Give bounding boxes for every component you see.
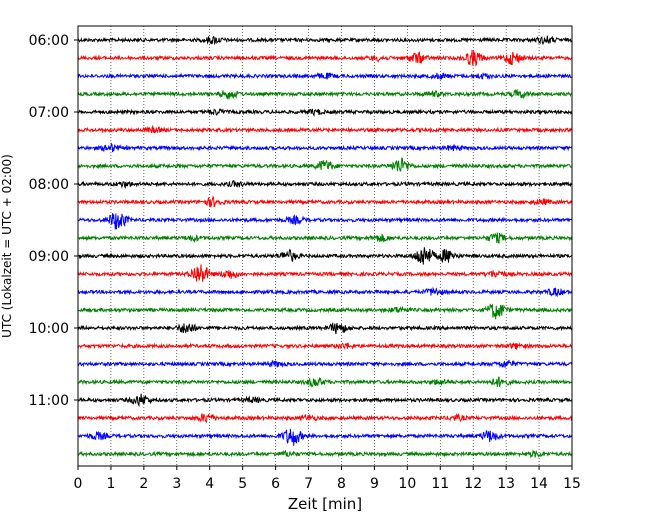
x-tick-label: 5 (238, 476, 247, 492)
plot-area-frame (77, 25, 573, 467)
seismic-trace (77, 449, 573, 459)
y-tick-label: 11:00 (29, 393, 69, 409)
y-tick-label: 08:00 (29, 177, 69, 193)
x-tick-label: 3 (172, 476, 181, 492)
seismic-trace (77, 303, 573, 320)
seismic-trace (77, 322, 573, 335)
y-tick-label: 10:00 (29, 321, 69, 337)
seismic-trace (77, 428, 573, 446)
seismic-trace (77, 35, 573, 46)
seismic-trace (77, 393, 573, 408)
seismic-trace (77, 49, 573, 67)
x-axis-ticks: 0 1 2 3 4 5 6 7 8 9 10 11 12 13 14 15 (74, 466, 581, 492)
x-tick-label: 15 (563, 476, 581, 492)
x-tick-label: 11 (431, 476, 449, 492)
x-tick-label: 10 (398, 476, 416, 492)
x-tick-label: 8 (337, 476, 346, 492)
seismic-trace (77, 359, 573, 369)
seismic-trace (77, 213, 573, 230)
seismic-trace (77, 264, 573, 282)
x-tick-label: 6 (271, 476, 280, 492)
x-tick-label: 2 (139, 476, 148, 492)
seismic-trace (77, 88, 573, 100)
seismic-trace (77, 247, 573, 265)
x-tick-label: 1 (106, 476, 115, 492)
seismic-trace (77, 157, 573, 172)
x-tick-label: 4 (205, 476, 214, 492)
x-tick-label: 14 (530, 476, 548, 492)
y-tick-label: 07:00 (29, 105, 69, 121)
seismic-trace (77, 413, 573, 424)
x-axis-label: Zeit [min] (288, 495, 362, 513)
seismic-trace (77, 108, 573, 117)
seismic-trace (77, 232, 573, 244)
seismic-trace (77, 124, 573, 134)
seismic-trace (77, 142, 573, 153)
y-axis-ticks: 06:00 07:00 08:00 09:00 10:00 11:00 (29, 33, 78, 409)
seismic-trace (77, 376, 573, 388)
y-axis-label: UTC (Lokalzeit = UTC + 02:00) (0, 154, 14, 338)
seismic-traces (77, 35, 573, 459)
seismic-trace (77, 72, 573, 81)
x-tick-label: 0 (74, 476, 83, 492)
x-tick-label: 7 (304, 476, 313, 492)
seismic-trace (77, 341, 573, 351)
y-tick-label: 06:00 (29, 33, 69, 49)
seismic-trace (77, 286, 573, 298)
seismic-trace (77, 180, 573, 190)
x-tick-label: 12 (464, 476, 482, 492)
vertical-grid-lines (110, 26, 540, 466)
seismic-trace (77, 195, 573, 208)
x-tick-label: 13 (497, 476, 515, 492)
x-tick-label: 9 (370, 476, 379, 492)
y-tick-label: 09:00 (29, 249, 69, 265)
